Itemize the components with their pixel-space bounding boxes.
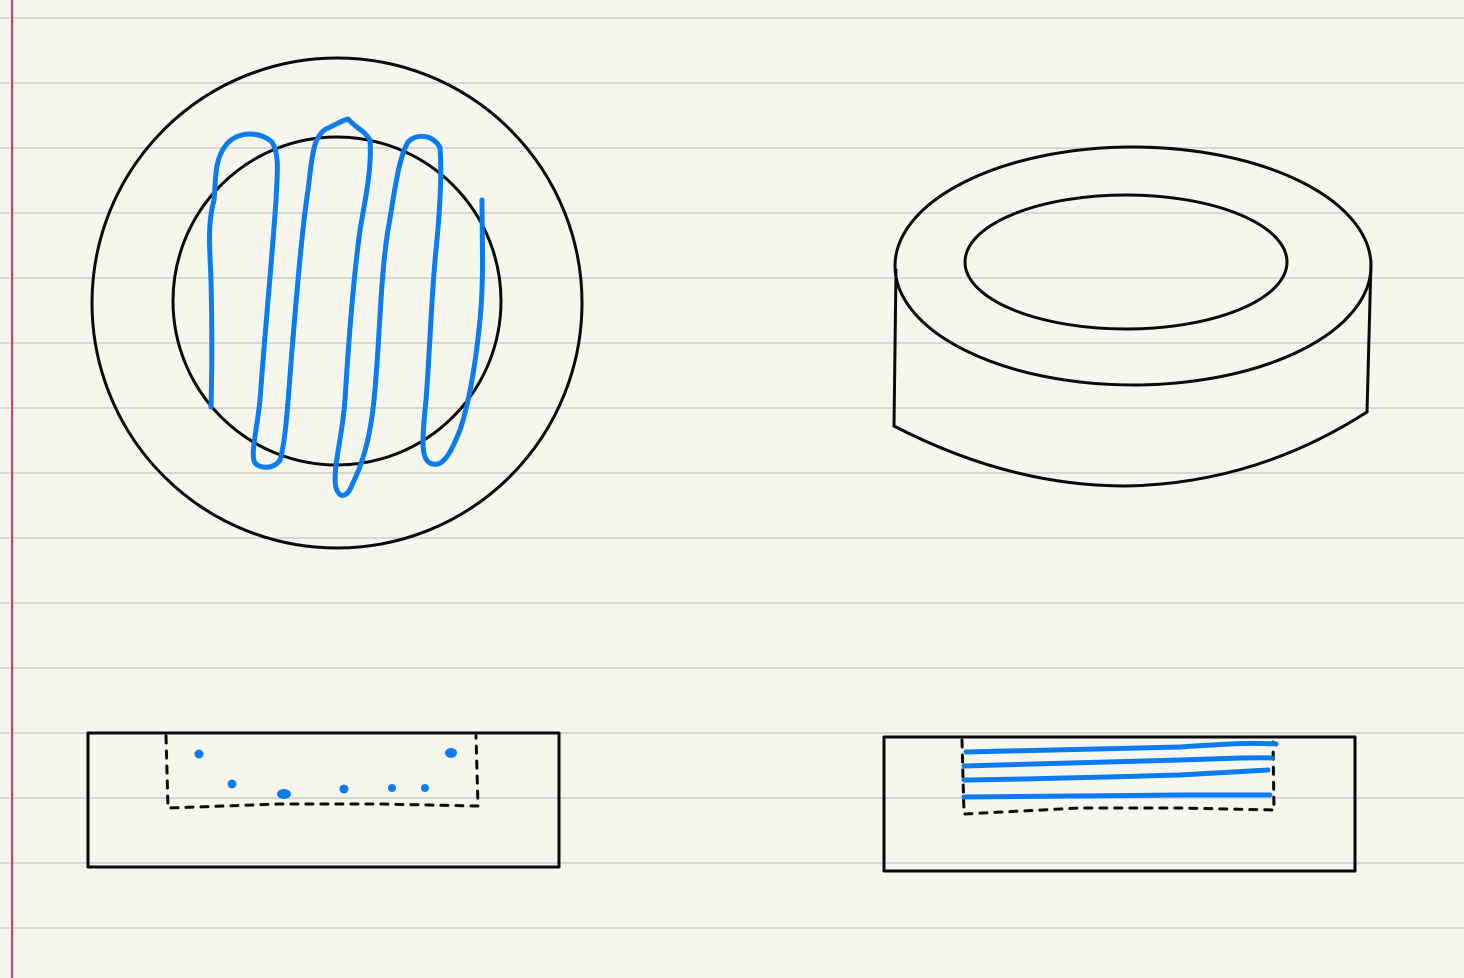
recess-dot <box>277 789 291 799</box>
ring-outer-circle <box>90 56 584 550</box>
recess-hatch-line <box>961 755 1275 769</box>
ring-left-side-edge <box>892 268 898 428</box>
recess-dashed-outline <box>164 734 480 810</box>
block-outline <box>86 731 561 869</box>
block-with-lined-recess <box>882 735 1357 873</box>
recess-dashed-outline <box>960 738 1276 816</box>
recess-dot <box>194 749 204 759</box>
ring-right-side-edge <box>1365 260 1373 414</box>
recess-dot <box>445 748 457 758</box>
ring-bottom-edge <box>892 410 1369 488</box>
recess-dot <box>388 784 396 792</box>
ring-perspective-view <box>892 145 1373 488</box>
recess-dot <box>227 779 237 789</box>
ring-top-view <box>90 56 584 550</box>
block-with-dotted-recess <box>86 731 561 869</box>
recess-hatch-line <box>963 740 1279 755</box>
recess-hatch-line <box>961 792 1273 800</box>
recess-dot <box>339 784 349 794</box>
recess-dot <box>421 784 429 792</box>
block-outline <box>882 735 1357 873</box>
recess-hatch-line <box>961 767 1271 783</box>
ring-top-inner-ellipse <box>963 193 1289 331</box>
ring-hatch-scribble <box>207 116 485 498</box>
